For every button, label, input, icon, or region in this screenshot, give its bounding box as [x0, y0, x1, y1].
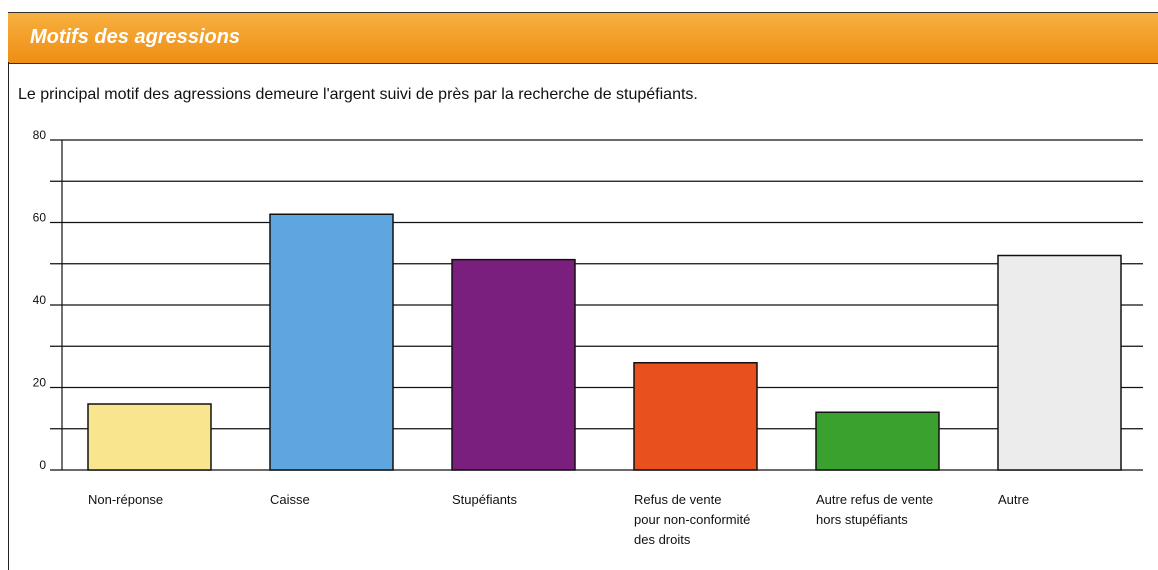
bar [997, 254, 1122, 471]
x-tick-label: Caisse [270, 492, 310, 507]
header-title: Motifs des agressions [30, 26, 241, 48]
bar [269, 213, 394, 471]
frame-border [8, 62, 9, 570]
bar [633, 362, 758, 471]
y-tick-label: 40 [33, 293, 47, 307]
y-tick-label: 80 [33, 128, 47, 142]
x-tick-label: Non-réponse [88, 492, 164, 507]
header: Motifs des agressions [8, 12, 1158, 64]
bar [451, 258, 576, 471]
y-tick-label: 20 [33, 376, 47, 390]
x-tick-label: Autre refus de vente hors stupéfiants [816, 492, 934, 527]
x-tick-label: Stupéfiants [452, 492, 518, 507]
bar [87, 403, 212, 471]
chart-title: Le principal motif des agressions demeur… [18, 86, 698, 103]
x-tick-label: Autre [998, 492, 1030, 507]
y-tick-label: 60 [33, 211, 47, 225]
y-tick-label: 0 [39, 458, 46, 472]
bar [815, 411, 940, 471]
x-tick-label: Refus de vente pour non-conformité des d… [634, 492, 751, 547]
